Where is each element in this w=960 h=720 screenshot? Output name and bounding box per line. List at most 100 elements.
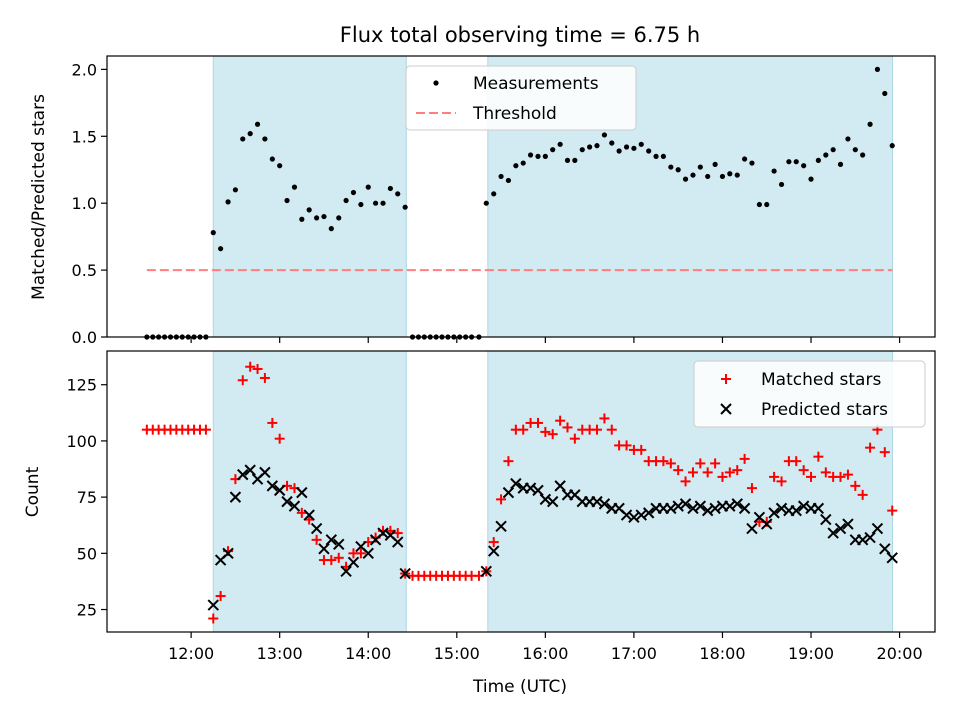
predicted-star-point [273, 484, 286, 497]
predicted-star-point [222, 547, 234, 560]
x-b [775, 502, 788, 515]
legend-threshold-label: Threshold [472, 104, 557, 124]
matched-star-point [599, 413, 610, 424]
matched-star-point [658, 456, 669, 467]
matched-star-point [311, 534, 322, 545]
x-b [665, 502, 677, 515]
x-b [879, 543, 891, 555]
y-tick-label: 100 [66, 432, 97, 451]
predicted-star-point [856, 534, 869, 546]
measurement-point [690, 172, 696, 178]
matched-star-point [569, 433, 580, 444]
x-b [266, 480, 279, 492]
y-tick-label: 50 [77, 544, 97, 563]
x-b [502, 486, 515, 499]
x-b [672, 500, 684, 512]
x-axis-label: Time (UTC) [472, 677, 567, 697]
x-b [731, 498, 743, 510]
bottom-panel-counts: 25 50 75 100 125 12:00 13:00 14:00 15:00 16:00 17:… [66, 350, 936, 663]
measurement-point [734, 172, 740, 178]
measurement-point [572, 157, 578, 163]
predicted-star-point [635, 509, 647, 521]
measurement-point [336, 215, 342, 221]
measurement-point [372, 200, 379, 206]
predicted-star-point [266, 480, 279, 492]
predicted-star-point [620, 509, 633, 521]
x-b [628, 511, 640, 524]
x-tick-label: 12:00 [168, 644, 214, 663]
predicted-star-point [303, 509, 315, 521]
matched-star-point [769, 471, 780, 482]
x-b [340, 565, 352, 578]
predicted-star-point [731, 498, 743, 510]
measurement-point [837, 161, 844, 167]
matched-star-point [710, 458, 721, 469]
predicted-star-point [687, 502, 699, 515]
chart-title: Flux total observing time = 6.75 h [340, 23, 700, 47]
measurement-point [395, 191, 401, 197]
measurement-point [225, 199, 231, 205]
x-b [546, 495, 559, 508]
x-b [495, 520, 507, 533]
x-b [864, 531, 876, 544]
observing-window-1 [212, 55, 407, 338]
x-tick-label: 19:00 [788, 644, 834, 663]
x-b [310, 522, 323, 535]
matched-star-point [252, 363, 263, 374]
matched-star-point [547, 429, 558, 440]
x-b [871, 522, 884, 535]
matched-star-point [296, 507, 307, 518]
measurement-point [505, 177, 512, 184]
x-b [842, 518, 854, 530]
x-b [259, 466, 271, 479]
matched-star-point [333, 552, 344, 563]
x-b [554, 480, 566, 492]
measurement-point [712, 161, 718, 167]
matched-star-point [555, 415, 566, 426]
matched-star-point [865, 442, 876, 453]
predicted-star-point [392, 536, 404, 548]
measurement-point [727, 171, 733, 177]
measurement-point [705, 173, 711, 180]
measurement-point [771, 168, 777, 174]
predicted-star-point [834, 522, 847, 535]
predicted-star-point [746, 522, 758, 535]
measurement-point [210, 230, 216, 236]
measurement-point [719, 173, 726, 180]
matched-star-point [806, 471, 817, 482]
predicted-star-point [495, 520, 507, 533]
y-tick-label: 75 [77, 488, 97, 507]
measurement-point [557, 141, 563, 147]
matched-star-point [326, 555, 337, 566]
y-tick-label: 2.0 [72, 60, 97, 79]
x-b [724, 500, 736, 512]
x-b [856, 534, 869, 546]
predicted-star-point [864, 531, 876, 544]
x-b [812, 502, 825, 515]
x-tick-label: 20:00 [877, 644, 923, 663]
measurement-point [697, 164, 703, 170]
predicted-star-point [532, 484, 544, 497]
x-b [694, 500, 707, 512]
matched-star-point [680, 476, 691, 487]
x-b [325, 534, 338, 546]
predicted-star-point [207, 599, 219, 611]
x-tick-label: 15:00 [434, 644, 480, 663]
measurement-point [483, 200, 489, 206]
measurement-point [299, 216, 305, 222]
matched-star-point [259, 372, 270, 383]
predicted-star-point [524, 482, 537, 494]
matched-star-point [237, 375, 248, 386]
measurement-point [284, 197, 290, 204]
matched-star-point [355, 548, 366, 559]
measurement-point [513, 163, 519, 169]
measurement-point [793, 159, 799, 165]
measurement-point [491, 191, 497, 197]
x-b [642, 507, 655, 519]
measurement-point [358, 201, 364, 208]
measurement-point [550, 147, 556, 153]
matched-star-point [621, 440, 632, 451]
predicted-star-point [665, 502, 677, 515]
measurement-point [218, 246, 224, 252]
predicted-star-point [325, 534, 338, 546]
